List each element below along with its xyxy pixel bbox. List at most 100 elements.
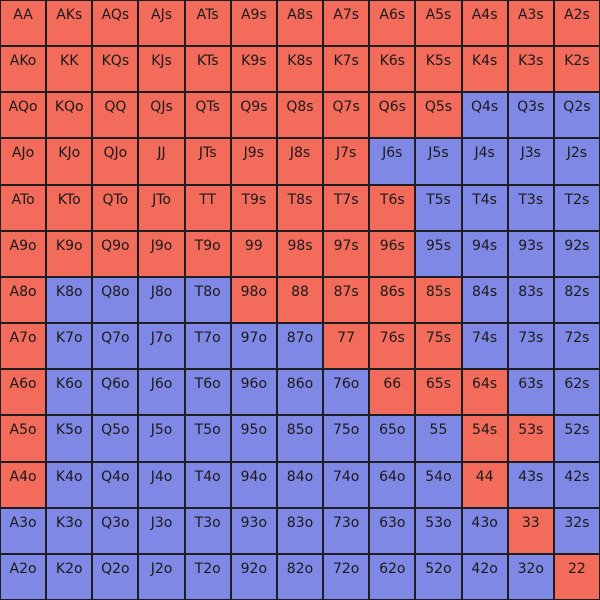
hand-cell[interactable]: 42s	[554, 462, 599, 507]
hand-cell[interactable]: AJs	[139, 1, 184, 46]
hand-cell[interactable]: A4s	[462, 1, 507, 46]
hand-cell[interactable]: AA	[1, 1, 46, 46]
hand-cell[interactable]: K6o	[47, 370, 92, 415]
hand-cell[interactable]: K3s	[508, 47, 553, 92]
hand-cell[interactable]: Q7s	[324, 93, 369, 138]
hand-cell[interactable]: J6s	[370, 139, 415, 184]
hand-cell[interactable]: 92o	[231, 554, 276, 599]
hand-cell[interactable]: A3o	[1, 508, 46, 553]
hand-cell[interactable]: AQs	[93, 1, 138, 46]
hand-cell[interactable]: 65o	[370, 416, 415, 461]
hand-cell[interactable]: KQs	[93, 47, 138, 92]
hand-cell[interactable]: Q9o	[93, 231, 138, 276]
hand-cell[interactable]: Q4s	[462, 93, 507, 138]
hand-cell[interactable]: 87o	[277, 324, 323, 369]
hand-cell[interactable]: A2s	[554, 1, 599, 46]
hand-cell[interactable]: J8s	[277, 139, 323, 184]
hand-cell[interactable]: J7s	[324, 139, 369, 184]
hand-cell[interactable]: 85s	[416, 277, 461, 323]
hand-cell[interactable]: J4o	[139, 462, 184, 507]
hand-cell[interactable]: KQo	[47, 93, 92, 138]
hand-cell[interactable]: J7o	[139, 324, 184, 369]
hand-cell[interactable]: 63s	[508, 370, 553, 415]
hand-cell[interactable]: K9o	[47, 231, 92, 276]
hand-cell[interactable]: A6s	[370, 1, 415, 46]
hand-cell[interactable]: A8o	[1, 277, 46, 323]
hand-cell[interactable]: T2o	[185, 554, 230, 599]
hand-cell[interactable]: J2o	[139, 554, 184, 599]
hand-cell[interactable]: 53s	[508, 416, 553, 461]
hand-cell[interactable]: J6o	[139, 370, 184, 415]
hand-cell[interactable]: K2o	[47, 554, 92, 599]
hand-cell[interactable]: A7o	[1, 324, 46, 369]
hand-cell[interactable]: QTs	[185, 93, 230, 138]
hand-cell[interactable]: 98o	[231, 277, 276, 323]
hand-cell[interactable]: 73s	[508, 324, 553, 369]
hand-cell[interactable]: A8s	[277, 1, 323, 46]
hand-cell[interactable]: A3s	[508, 1, 553, 46]
hand-cell[interactable]: Q8o	[93, 277, 138, 323]
hand-cell[interactable]: KJo	[47, 139, 92, 184]
hand-cell[interactable]: A5s	[416, 1, 461, 46]
hand-cell[interactable]: QJs	[139, 93, 184, 138]
hand-cell[interactable]: Q5s	[416, 93, 461, 138]
hand-cell[interactable]: A6o	[1, 370, 46, 415]
hand-cell[interactable]: 65s	[416, 370, 461, 415]
hand-cell[interactable]: K6s	[370, 47, 415, 92]
hand-cell[interactable]: T6s	[370, 185, 415, 230]
hand-cell[interactable]: 96s	[370, 231, 415, 276]
hand-cell[interactable]: 86s	[370, 277, 415, 323]
hand-cell[interactable]: T9o	[185, 231, 230, 276]
hand-cell[interactable]: 92s	[554, 231, 599, 276]
hand-cell[interactable]: AKo	[1, 47, 46, 92]
hand-cell[interactable]: AQo	[1, 93, 46, 138]
hand-cell[interactable]: Q2s	[554, 93, 599, 138]
hand-cell[interactable]: J3s	[508, 139, 553, 184]
hand-cell[interactable]: 54s	[462, 416, 507, 461]
hand-cell[interactable]: 95o	[231, 416, 276, 461]
hand-cell[interactable]: T9s	[231, 185, 276, 230]
hand-cell[interactable]: J3o	[139, 508, 184, 553]
hand-cell[interactable]: 62s	[554, 370, 599, 415]
hand-cell[interactable]: 97o	[231, 324, 276, 369]
hand-cell[interactable]: K9s	[231, 47, 276, 92]
hand-cell[interactable]: 75s	[416, 324, 461, 369]
hand-cell[interactable]: K7o	[47, 324, 92, 369]
hand-cell[interactable]: QQ	[93, 93, 138, 138]
hand-cell[interactable]: 43o	[462, 508, 507, 553]
hand-cell[interactable]: 75o	[324, 416, 369, 461]
hand-cell[interactable]: 73o	[324, 508, 369, 553]
hand-cell[interactable]: 54o	[416, 462, 461, 507]
hand-cell[interactable]: 93s	[508, 231, 553, 276]
hand-cell[interactable]: 94o	[231, 462, 276, 507]
hand-cell[interactable]: 52s	[554, 416, 599, 461]
hand-cell[interactable]: 64o	[370, 462, 415, 507]
hand-cell[interactable]: Q3s	[508, 93, 553, 138]
hand-cell[interactable]: T3o	[185, 508, 230, 553]
hand-cell[interactable]: K8o	[47, 277, 92, 323]
hand-cell[interactable]: 86o	[277, 370, 323, 415]
hand-cell[interactable]: 32s	[554, 508, 599, 553]
hand-cell[interactable]: A5o	[1, 416, 46, 461]
hand-cell[interactable]: T4s	[462, 185, 507, 230]
hand-cell[interactable]: T5o	[185, 416, 230, 461]
hand-cell[interactable]: A4o	[1, 462, 46, 507]
hand-cell[interactable]: 83s	[508, 277, 553, 323]
hand-cell[interactable]: 74o	[324, 462, 369, 507]
hand-cell[interactable]: 77	[324, 324, 369, 369]
hand-cell[interactable]: 82o	[277, 554, 323, 599]
hand-cell[interactable]: 32o	[508, 554, 553, 599]
hand-cell[interactable]: J5o	[139, 416, 184, 461]
hand-cell[interactable]: K7s	[324, 47, 369, 92]
hand-cell[interactable]: 76s	[370, 324, 415, 369]
hand-cell[interactable]: T4o	[185, 462, 230, 507]
hand-cell[interactable]: K5o	[47, 416, 92, 461]
hand-cell[interactable]: 76o	[324, 370, 369, 415]
hand-cell[interactable]: K2s	[554, 47, 599, 92]
hand-cell[interactable]: K8s	[277, 47, 323, 92]
hand-cell[interactable]: Q5o	[93, 416, 138, 461]
hand-cell[interactable]: J8o	[139, 277, 184, 323]
hand-cell[interactable]: A2o	[1, 554, 46, 599]
hand-cell[interactable]: 84s	[462, 277, 507, 323]
hand-cell[interactable]: J9s	[231, 139, 276, 184]
